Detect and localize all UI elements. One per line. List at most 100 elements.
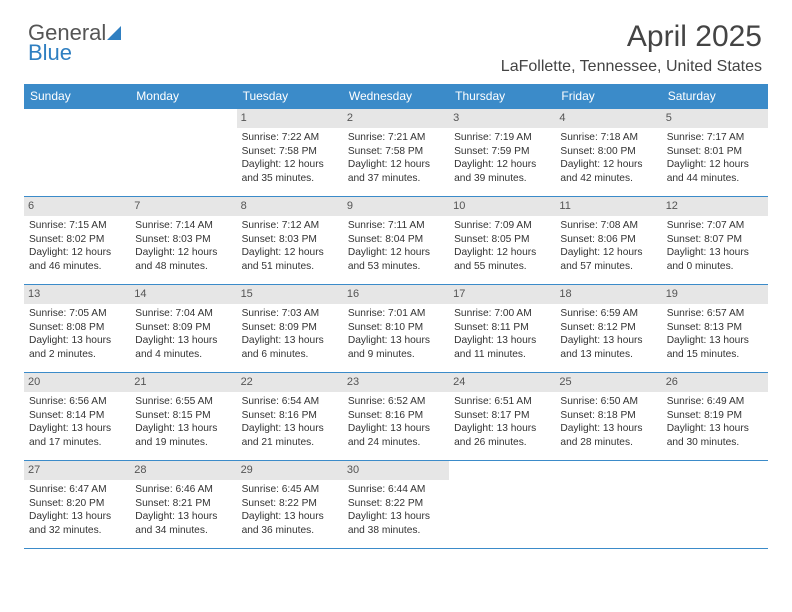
day-info-line: and 30 minutes.	[667, 436, 763, 450]
day-info-line: Sunset: 8:04 PM	[348, 233, 444, 247]
day-number: 12	[662, 197, 768, 216]
day-info-line: Sunrise: 7:00 AM	[454, 307, 550, 321]
day-number: 24	[449, 373, 555, 392]
day-number: 26	[662, 373, 768, 392]
day-info-line: and 48 minutes.	[135, 260, 231, 274]
calendar-day-cell: 10Sunrise: 7:09 AMSunset: 8:05 PMDayligh…	[449, 197, 555, 285]
day-number: 27	[24, 461, 130, 480]
logo-sail-icon	[107, 26, 125, 42]
day-info-line: Daylight: 12 hours	[242, 246, 338, 260]
day-info-line: Daylight: 13 hours	[242, 422, 338, 436]
day-info-line: Daylight: 13 hours	[242, 334, 338, 348]
day-number: 16	[343, 285, 449, 304]
day-info-line: Sunrise: 7:15 AM	[29, 219, 125, 233]
day-info-line: and 4 minutes.	[135, 348, 231, 362]
day-info-line: Daylight: 12 hours	[242, 158, 338, 172]
day-info-line: Daylight: 13 hours	[242, 510, 338, 524]
day-info-line: and 37 minutes.	[348, 172, 444, 186]
day-info-line: Daylight: 12 hours	[667, 158, 763, 172]
day-info-line: and 28 minutes.	[560, 436, 656, 450]
day-header: Thursday	[449, 84, 555, 109]
day-info-line: Sunrise: 7:01 AM	[348, 307, 444, 321]
day-info-line: Sunset: 8:07 PM	[667, 233, 763, 247]
calendar-week-row: 13Sunrise: 7:05 AMSunset: 8:08 PMDayligh…	[24, 285, 768, 373]
calendar-day-cell: 7Sunrise: 7:14 AMSunset: 8:03 PMDaylight…	[130, 197, 236, 285]
day-info-line: Sunrise: 7:17 AM	[667, 131, 763, 145]
day-info-line: Daylight: 13 hours	[348, 510, 444, 524]
day-info-line: and 11 minutes.	[454, 348, 550, 362]
day-info-line: Daylight: 12 hours	[560, 158, 656, 172]
day-number: 28	[130, 461, 236, 480]
brand-logo: General Blue	[28, 22, 125, 64]
calendar-day-cell	[449, 461, 555, 549]
calendar-day-cell: 18Sunrise: 6:59 AMSunset: 8:12 PMDayligh…	[555, 285, 661, 373]
day-info-line: Daylight: 12 hours	[454, 158, 550, 172]
calendar-day-cell: 9Sunrise: 7:11 AMSunset: 8:04 PMDaylight…	[343, 197, 449, 285]
day-header: Monday	[130, 84, 236, 109]
calendar-week-row: 20Sunrise: 6:56 AMSunset: 8:14 PMDayligh…	[24, 373, 768, 461]
day-info-line: Daylight: 13 hours	[29, 422, 125, 436]
day-number: 11	[555, 197, 661, 216]
day-info-line: and 32 minutes.	[29, 524, 125, 538]
calendar-day-cell: 5Sunrise: 7:17 AMSunset: 8:01 PMDaylight…	[662, 109, 768, 197]
day-number: 30	[343, 461, 449, 480]
day-header: Tuesday	[237, 84, 343, 109]
day-info-line: Daylight: 12 hours	[135, 246, 231, 260]
day-info-line: Sunset: 8:22 PM	[348, 497, 444, 511]
day-info-line: Sunset: 8:13 PM	[667, 321, 763, 335]
day-info-line: Sunset: 8:11 PM	[454, 321, 550, 335]
day-info-line: Daylight: 13 hours	[667, 422, 763, 436]
day-info-line: and 36 minutes.	[242, 524, 338, 538]
calendar-day-cell: 13Sunrise: 7:05 AMSunset: 8:08 PMDayligh…	[24, 285, 130, 373]
calendar-day-cell: 12Sunrise: 7:07 AMSunset: 8:07 PMDayligh…	[662, 197, 768, 285]
day-info-line: and 55 minutes.	[454, 260, 550, 274]
day-info-line: and 0 minutes.	[667, 260, 763, 274]
day-info-line: Sunset: 8:01 PM	[667, 145, 763, 159]
calendar-day-cell: 26Sunrise: 6:49 AMSunset: 8:19 PMDayligh…	[662, 373, 768, 461]
day-info-line: Daylight: 12 hours	[348, 246, 444, 260]
calendar-day-cell: 16Sunrise: 7:01 AMSunset: 8:10 PMDayligh…	[343, 285, 449, 373]
calendar-day-cell: 2Sunrise: 7:21 AMSunset: 7:58 PMDaylight…	[343, 109, 449, 197]
day-number: 29	[237, 461, 343, 480]
day-info-line: Daylight: 13 hours	[560, 422, 656, 436]
day-info-line: and 44 minutes.	[667, 172, 763, 186]
day-number: 19	[662, 285, 768, 304]
day-info-line: Sunset: 8:20 PM	[29, 497, 125, 511]
day-number: 20	[24, 373, 130, 392]
day-number: 1	[237, 109, 343, 128]
calendar-day-cell: 20Sunrise: 6:56 AMSunset: 8:14 PMDayligh…	[24, 373, 130, 461]
day-info-line: Sunset: 8:05 PM	[454, 233, 550, 247]
calendar-table: Sunday Monday Tuesday Wednesday Thursday…	[24, 84, 768, 549]
day-info-line: Daylight: 13 hours	[29, 334, 125, 348]
day-info-line: Sunset: 8:06 PM	[560, 233, 656, 247]
day-info-line: Sunrise: 6:56 AM	[29, 395, 125, 409]
day-info-line: Sunset: 8:00 PM	[560, 145, 656, 159]
day-info-line: Sunset: 8:16 PM	[242, 409, 338, 423]
day-number: 23	[343, 373, 449, 392]
day-info-line: Sunset: 7:59 PM	[454, 145, 550, 159]
calendar-day-cell: 24Sunrise: 6:51 AMSunset: 8:17 PMDayligh…	[449, 373, 555, 461]
calendar-day-cell: 17Sunrise: 7:00 AMSunset: 8:11 PMDayligh…	[449, 285, 555, 373]
day-info-line: Daylight: 12 hours	[29, 246, 125, 260]
day-info-line: and 21 minutes.	[242, 436, 338, 450]
day-number: 7	[130, 197, 236, 216]
day-number: 9	[343, 197, 449, 216]
day-info-line: and 34 minutes.	[135, 524, 231, 538]
day-info-line: Sunrise: 6:49 AM	[667, 395, 763, 409]
calendar-day-cell: 1Sunrise: 7:22 AMSunset: 7:58 PMDaylight…	[237, 109, 343, 197]
page-title: April 2025	[627, 20, 762, 54]
day-info-line: Sunrise: 6:59 AM	[560, 307, 656, 321]
day-info-line: Sunset: 8:09 PM	[135, 321, 231, 335]
calendar-week-row: 6Sunrise: 7:15 AMSunset: 8:02 PMDaylight…	[24, 197, 768, 285]
day-info-line: and 57 minutes.	[560, 260, 656, 274]
day-info-line: Sunrise: 7:19 AM	[454, 131, 550, 145]
day-header: Wednesday	[343, 84, 449, 109]
calendar-day-cell: 25Sunrise: 6:50 AMSunset: 8:18 PMDayligh…	[555, 373, 661, 461]
day-info-line: and 6 minutes.	[242, 348, 338, 362]
day-info-line: Daylight: 13 hours	[454, 334, 550, 348]
day-info-line: Daylight: 13 hours	[29, 510, 125, 524]
day-info-line: Sunrise: 7:12 AM	[242, 219, 338, 233]
day-number: 4	[555, 109, 661, 128]
day-info-line: Sunrise: 7:14 AM	[135, 219, 231, 233]
day-info-line: Sunrise: 6:51 AM	[454, 395, 550, 409]
